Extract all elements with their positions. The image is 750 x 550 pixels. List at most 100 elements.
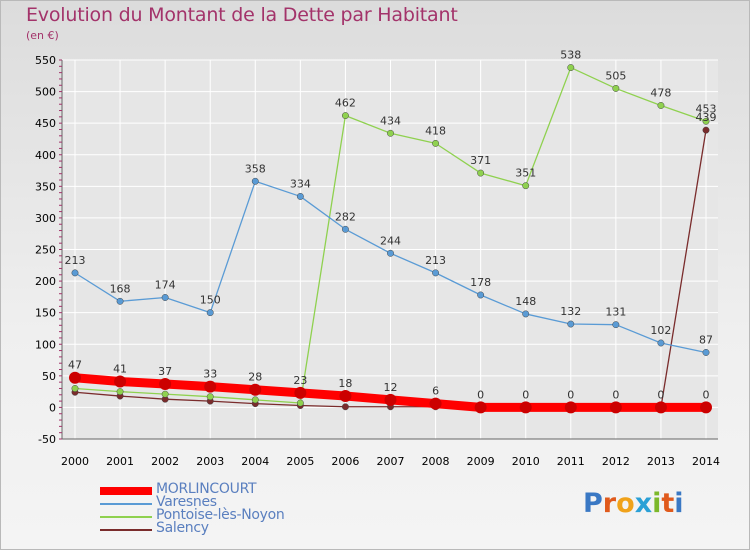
y-tick-label: 150 xyxy=(35,307,56,320)
data-point xyxy=(564,401,577,414)
x-tick-label: 2010 xyxy=(512,455,540,468)
data-point xyxy=(159,378,172,391)
x-tick-label: 2002 xyxy=(151,455,179,468)
data-label: 23 xyxy=(293,374,307,387)
y-tick-label: -50 xyxy=(38,433,56,446)
data-point xyxy=(432,139,440,147)
logo-letter: t xyxy=(661,488,675,519)
data-label: 132 xyxy=(560,305,581,318)
data-point xyxy=(251,177,259,185)
data-label: 351 xyxy=(515,167,536,180)
data-label: 334 xyxy=(290,177,311,190)
y-tick-label: 300 xyxy=(35,212,56,225)
data-point xyxy=(251,396,259,404)
data-label: 418 xyxy=(425,124,446,137)
x-tick-label: 2012 xyxy=(602,455,630,468)
data-label: 0 xyxy=(567,388,574,401)
data-label: 174 xyxy=(155,279,176,292)
data-label: 102 xyxy=(650,324,671,337)
data-label: 478 xyxy=(650,86,671,99)
data-point xyxy=(206,309,214,317)
data-point xyxy=(296,192,304,200)
unit-label: (en €) xyxy=(26,29,59,42)
data-point xyxy=(657,339,665,347)
y-tick-label: 400 xyxy=(35,149,56,162)
data-point xyxy=(114,375,127,388)
data-label: 168 xyxy=(110,282,131,295)
data-point xyxy=(206,393,214,401)
legend-swatch xyxy=(100,529,152,531)
data-label: 150 xyxy=(200,294,221,307)
data-label: 41 xyxy=(113,363,127,376)
data-point xyxy=(161,294,169,301)
data-point xyxy=(612,321,620,329)
data-point xyxy=(519,401,532,414)
data-point xyxy=(294,386,307,399)
data-label: 148 xyxy=(515,295,536,308)
data-label: 6 xyxy=(432,385,439,398)
data-point xyxy=(387,249,394,257)
data-point xyxy=(477,291,485,299)
data-point xyxy=(609,401,622,414)
x-tick-label: 2009 xyxy=(467,455,495,468)
y-tick-label: 350 xyxy=(35,180,56,193)
data-label: 0 xyxy=(612,388,619,401)
data-point xyxy=(567,320,575,328)
x-tick-label: 2011 xyxy=(557,455,585,468)
data-label: 0 xyxy=(477,388,484,401)
x-tick-label: 2001 xyxy=(106,455,134,468)
data-point xyxy=(654,401,667,414)
data-point xyxy=(116,297,124,305)
logo-letter: i xyxy=(674,488,684,519)
legend-label: MORLINCOURT xyxy=(156,481,257,497)
data-label: 87 xyxy=(699,333,713,346)
y-tick-label: 450 xyxy=(35,117,56,130)
legend-label: Varesnes xyxy=(156,494,217,510)
x-tick-label: 2007 xyxy=(377,455,405,468)
x-tick-label: 2014 xyxy=(692,455,720,468)
x-tick-label: 2008 xyxy=(422,455,450,468)
data-label: 213 xyxy=(425,254,446,267)
data-point xyxy=(429,397,442,410)
data-label: 131 xyxy=(605,306,626,319)
data-point xyxy=(69,371,81,384)
data-label: 178 xyxy=(470,276,491,289)
legend-swatch xyxy=(100,487,152,495)
y-tick-label: 500 xyxy=(35,86,56,99)
data-point xyxy=(71,269,79,277)
y-tick-label: 0 xyxy=(49,401,56,414)
logo-letter: P xyxy=(583,488,603,519)
logo-letter: i xyxy=(652,488,662,519)
data-point xyxy=(702,117,710,125)
y-tick-label: 250 xyxy=(35,244,56,257)
data-label: 47 xyxy=(68,359,82,372)
data-point xyxy=(702,349,710,356)
legend-swatch xyxy=(100,516,152,518)
data-label: 358 xyxy=(245,162,266,175)
data-point xyxy=(296,399,304,407)
data-point xyxy=(116,388,124,396)
data-label: 439 xyxy=(696,111,717,124)
data-label: 0 xyxy=(522,388,529,401)
y-tick-label: 200 xyxy=(35,275,56,288)
data-point xyxy=(702,126,710,134)
logo-letter: r xyxy=(602,488,617,519)
legend-label: Pontoise-lès-Noyon xyxy=(156,507,285,523)
y-tick-label: 100 xyxy=(35,338,56,351)
y-tick-label: 50 xyxy=(42,370,56,383)
x-tick-label: 2006 xyxy=(331,455,359,468)
data-label: 371 xyxy=(470,154,491,167)
data-label: 538 xyxy=(560,49,581,62)
data-label: 33 xyxy=(203,368,217,381)
data-label: 18 xyxy=(338,377,352,390)
logo-letter: o xyxy=(616,488,635,519)
data-point xyxy=(522,182,530,190)
x-tick-label: 2000 xyxy=(61,455,89,468)
data-point xyxy=(612,84,620,92)
data-point xyxy=(341,225,349,233)
logo-letter: x xyxy=(634,488,653,519)
data-point xyxy=(474,401,487,414)
legend-swatch xyxy=(100,503,152,505)
data-point xyxy=(700,401,712,414)
